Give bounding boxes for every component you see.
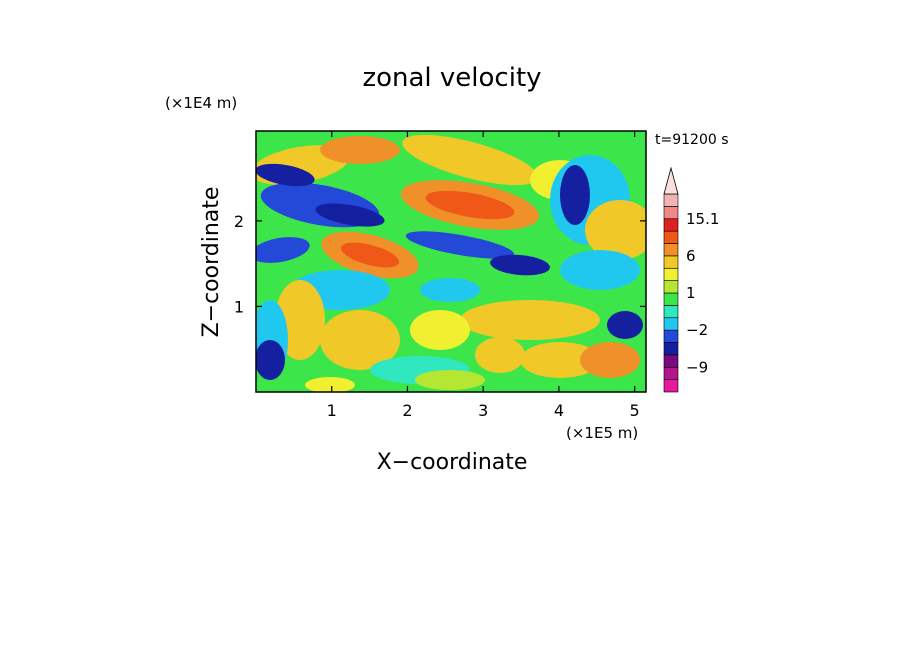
contour-blob bbox=[256, 340, 285, 380]
colorbar-segment bbox=[663, 230, 679, 244]
plot-frame bbox=[255, 130, 647, 393]
colorbar-label: −2 bbox=[686, 321, 708, 339]
colorbar-segment bbox=[663, 305, 679, 319]
contour-blobs bbox=[256, 134, 646, 392]
chart-title: zonal velocity bbox=[362, 63, 541, 93]
colorbar-label: 1 bbox=[686, 284, 696, 302]
y-axis-label: Z−coordinate bbox=[199, 187, 224, 338]
contour-blob bbox=[415, 370, 485, 390]
contour-blob bbox=[607, 311, 643, 339]
colorbar-segment bbox=[663, 280, 679, 294]
x-axis-label: X−coordinate bbox=[377, 450, 528, 475]
y-axis-ticks: 12 bbox=[234, 212, 646, 316]
contour-field bbox=[256, 131, 646, 392]
time-label: t=91200 s bbox=[655, 132, 729, 148]
colorbar-labels: 15.1 6 1 −2 −9 bbox=[686, 210, 719, 377]
colorbar-segment bbox=[663, 243, 679, 257]
contour-blob bbox=[405, 231, 515, 259]
y-tick-label: 2 bbox=[234, 212, 244, 231]
contour-blob bbox=[560, 165, 590, 225]
contour-blob bbox=[490, 254, 550, 276]
colorbar-segment bbox=[663, 193, 679, 207]
contour-blob bbox=[475, 337, 525, 373]
colorbar-extend-arrow bbox=[663, 166, 679, 195]
x-multiplier: (×1E5 m) bbox=[566, 424, 638, 442]
colorbar-segment bbox=[663, 342, 679, 356]
contour-blob bbox=[585, 200, 646, 260]
x-axis-ticks: 1 2 3 4 5 bbox=[327, 131, 640, 420]
colorbar-label: 6 bbox=[686, 247, 696, 265]
contour-blob bbox=[425, 190, 515, 220]
colorbar-segment bbox=[663, 354, 679, 368]
colorbar-segment bbox=[663, 366, 679, 380]
colorbar-segment bbox=[663, 379, 679, 393]
colorbar-label: 15.1 bbox=[686, 210, 719, 228]
contour-blob bbox=[520, 342, 600, 378]
contour-blob bbox=[410, 310, 470, 350]
colorbar-segment bbox=[663, 267, 679, 281]
colorbar-segment bbox=[663, 317, 679, 331]
contour-blob bbox=[315, 203, 385, 227]
y-tick-label: 1 bbox=[234, 297, 244, 316]
x-tick-label: 5 bbox=[630, 401, 640, 420]
contour-blob bbox=[580, 342, 640, 378]
x-tick-label: 3 bbox=[478, 401, 488, 420]
colorbar-segment bbox=[663, 206, 679, 220]
contour-blob bbox=[460, 300, 600, 340]
colorbar-label: −9 bbox=[686, 358, 708, 376]
contour-blob bbox=[420, 278, 480, 302]
colorbar-segment bbox=[663, 292, 679, 306]
x-tick-label: 4 bbox=[554, 401, 564, 420]
contour-blob bbox=[320, 310, 400, 370]
contour-blob bbox=[256, 237, 310, 263]
contour-blob bbox=[305, 377, 355, 392]
contour-blob bbox=[256, 163, 315, 187]
contour-blob bbox=[402, 134, 538, 186]
x-tick-label: 1 bbox=[327, 401, 337, 420]
colorbar-segment bbox=[663, 255, 679, 269]
x-tick-label: 2 bbox=[402, 401, 412, 420]
contour-blob bbox=[560, 250, 640, 290]
colorbar-segment bbox=[663, 218, 679, 232]
contour-blob bbox=[340, 242, 400, 268]
colorbar-segment bbox=[663, 329, 679, 343]
colorbar bbox=[663, 166, 679, 393]
y-multiplier: (×1E4 m) bbox=[165, 94, 237, 112]
contour-blob bbox=[320, 136, 400, 164]
